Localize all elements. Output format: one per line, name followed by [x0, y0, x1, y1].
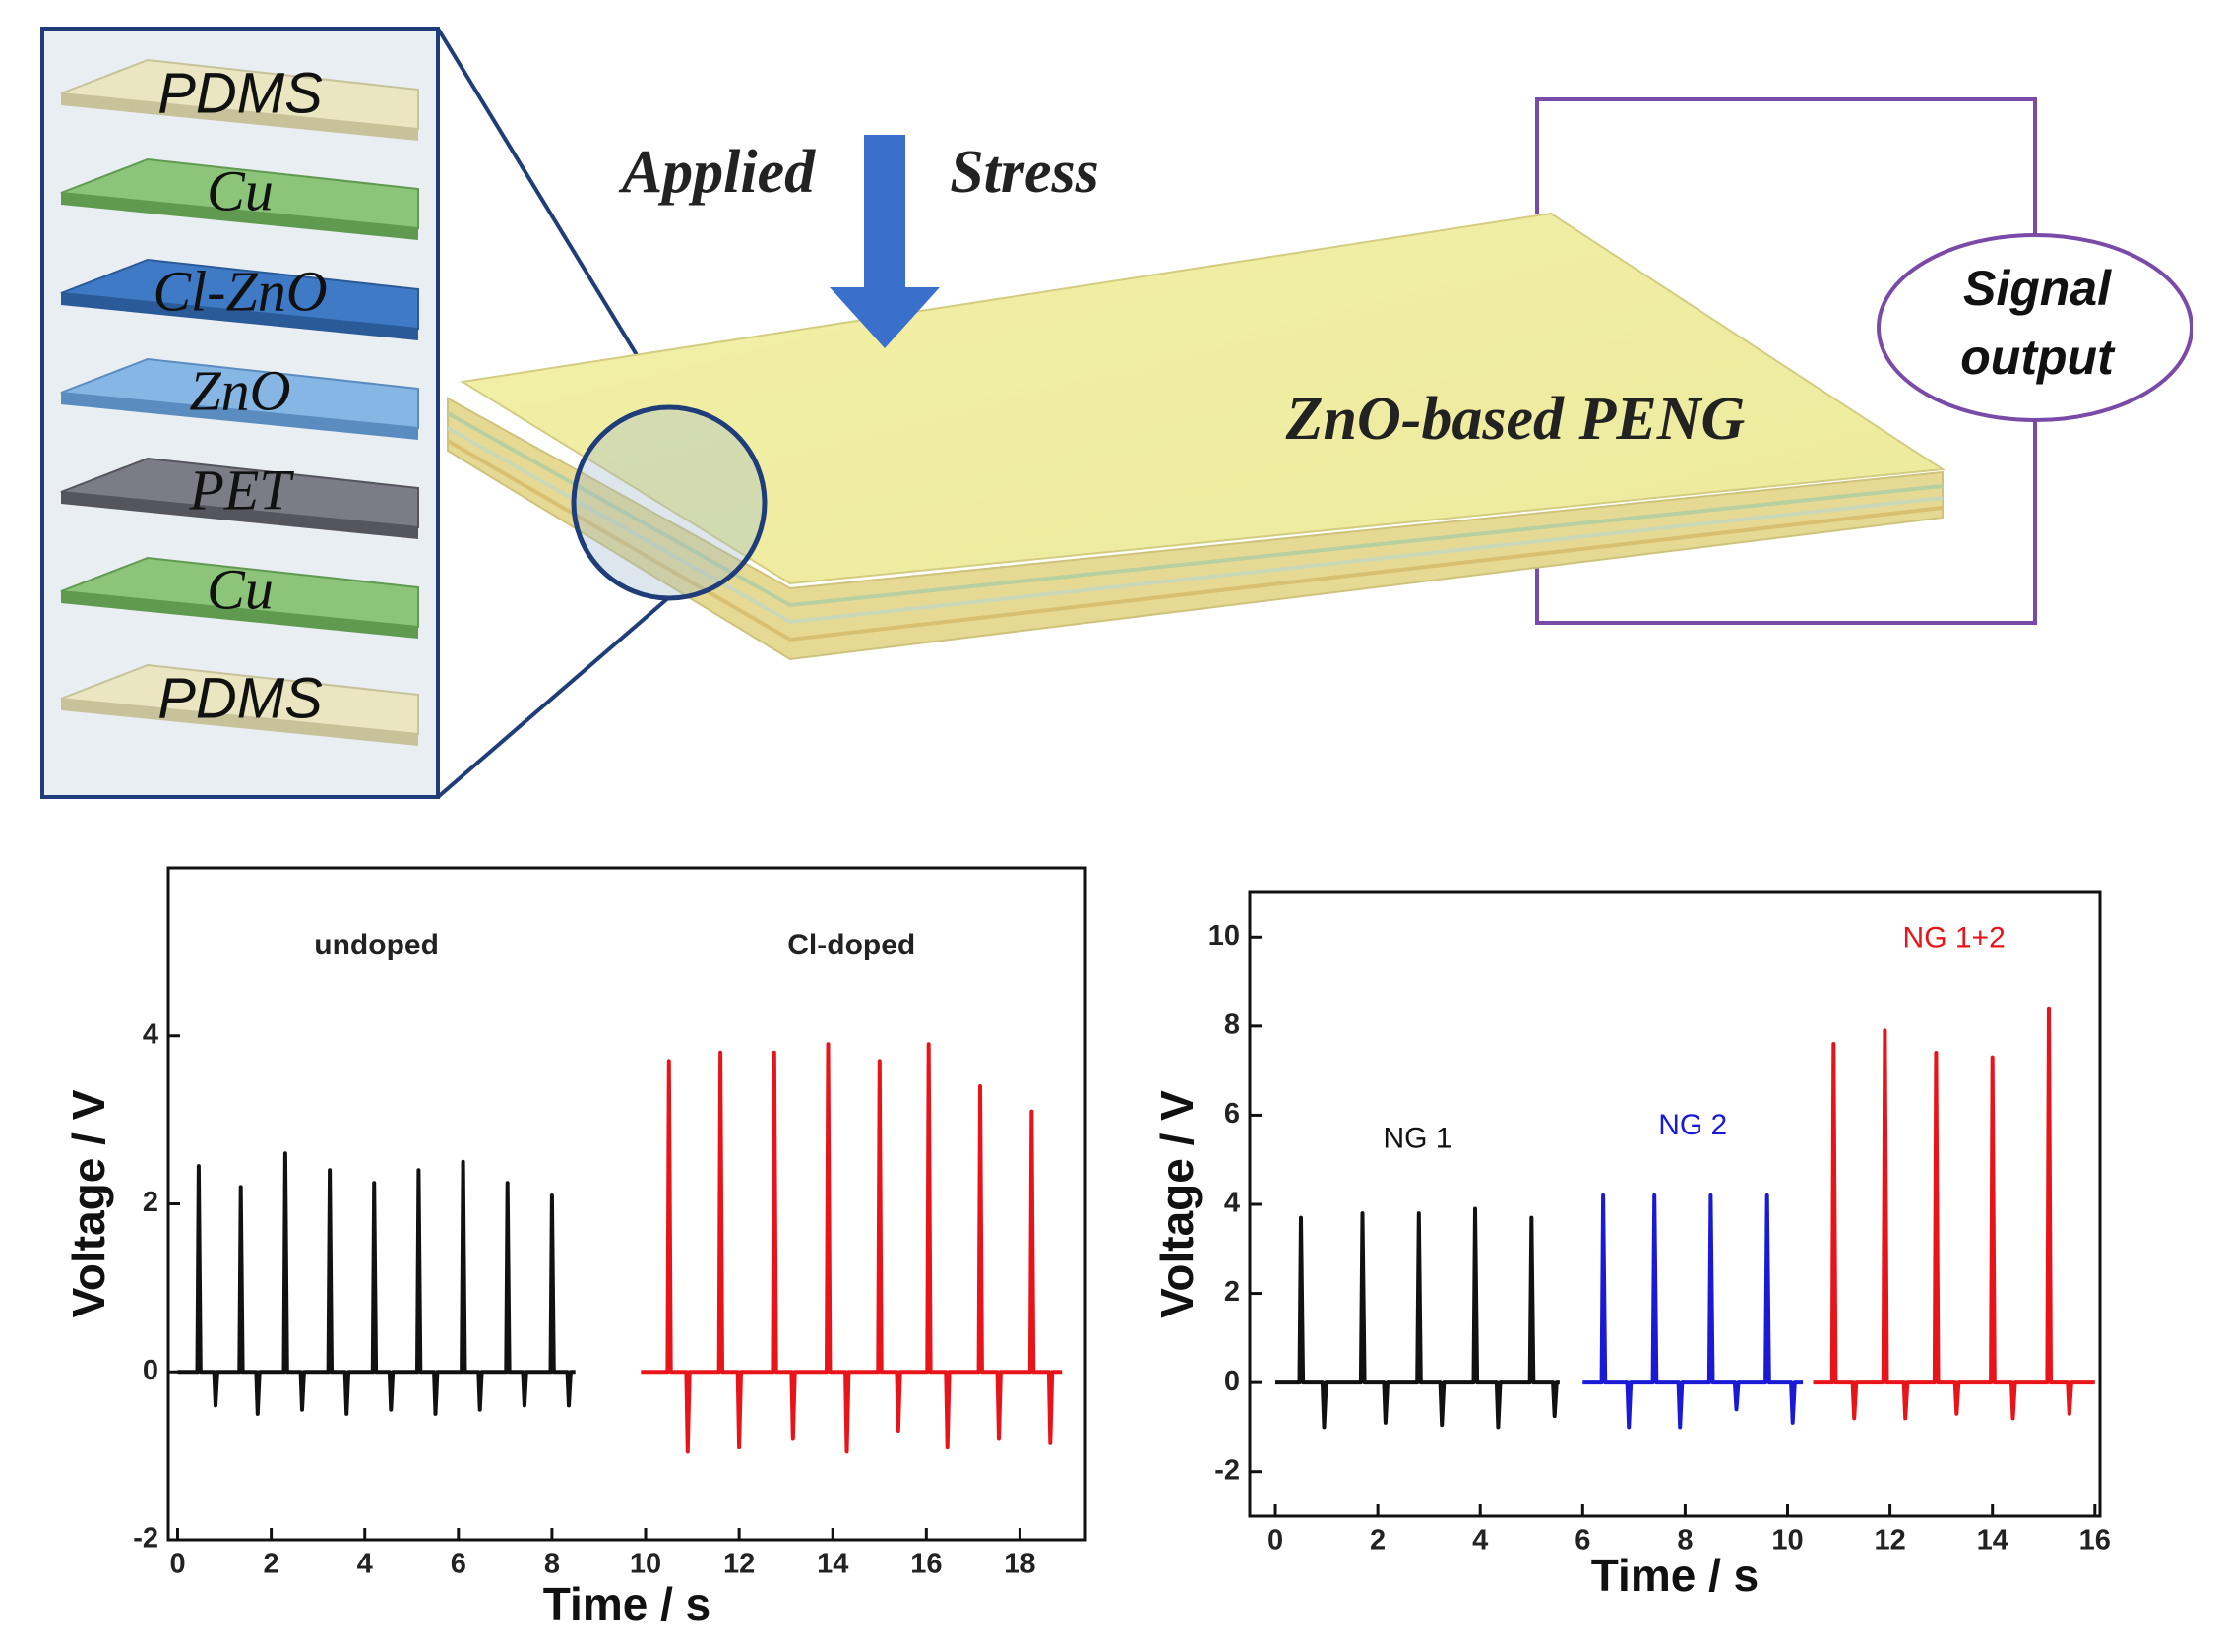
series-line: [177, 1151, 576, 1416]
x-tick-label: 8: [1677, 1525, 1693, 1557]
x-tick-label: 18: [1004, 1549, 1035, 1580]
x-tick-label: 2: [1370, 1525, 1386, 1557]
series-label: NG 2: [1658, 1109, 1727, 1141]
series-line: [1582, 1193, 1804, 1430]
series-label: Cl-doped: [787, 929, 915, 961]
series-line: [1275, 1206, 1560, 1430]
series-label: NG 1: [1383, 1122, 1452, 1154]
x-tick-label: 16: [2079, 1525, 2111, 1557]
x-tick-label: 14: [1977, 1525, 2008, 1557]
plot-frame: [1248, 890, 2102, 1518]
stress-arrow: [830, 135, 940, 348]
x-tick-label: 6: [451, 1549, 466, 1580]
layer-label: Cl-ZnO: [153, 259, 327, 323]
signal-output: [1877, 233, 2193, 422]
x-tick-label: 10: [630, 1549, 661, 1580]
charts: -2 0 2 4 0 2 4 6 8 10 12 14 16 18 Time / s Voltage / V u…: [63, 866, 2111, 1629]
x-tick-label: 6: [1575, 1525, 1590, 1557]
series-label: NG 1+2: [1903, 922, 2006, 954]
y-axis-title: Voltage / V: [1151, 1090, 1203, 1318]
layer-edge: [61, 293, 418, 340]
y-tick-label: 8: [1224, 1010, 1240, 1041]
layer-label: PDMS: [157, 666, 323, 730]
x-tick-label: 8: [544, 1549, 560, 1580]
x-tick-label: 2: [264, 1549, 279, 1580]
x-axis-title: Time / s: [543, 1578, 710, 1629]
series-label: undoped: [314, 929, 439, 961]
layer-edge: [61, 699, 418, 746]
layer-edge: [61, 591, 418, 639]
y-tick-label: -2: [133, 1523, 158, 1555]
layer-label: Cu: [207, 158, 274, 222]
series-line: [641, 1042, 1063, 1454]
layer-label: Cu: [207, 557, 274, 621]
plate-stripe: [447, 411, 1944, 608]
x-tick-label: 0: [169, 1549, 185, 1580]
layer: [60, 58, 419, 131]
layer-edge: [61, 492, 418, 539]
device-label: ZnO-based PENG: [1285, 386, 1746, 453]
x-tick-label: 0: [1267, 1525, 1283, 1557]
zoom-circle: [571, 404, 768, 601]
layer-edge: [61, 93, 418, 141]
y-tick-label: 4: [1224, 1188, 1240, 1219]
x-tick-label: 10: [1771, 1525, 1803, 1557]
y-tick-label: 0: [1224, 1366, 1240, 1397]
layer-edge: [61, 393, 418, 440]
plate-stripe: [446, 439, 1944, 642]
layer: [60, 663, 419, 736]
plate-side: [447, 397, 1944, 661]
x-tick-label: 12: [723, 1549, 755, 1580]
zoom-line: [436, 27, 671, 410]
y-tick-label: 2: [143, 1187, 158, 1218]
wire: [1535, 97, 2037, 235]
y-tick-label: -2: [1214, 1454, 1240, 1486]
layer: [60, 457, 419, 529]
plate-stripe: [447, 426, 1944, 625]
stress-label: Stress: [950, 139, 1099, 206]
layer: [60, 157, 419, 230]
y-tick-label: 2: [1224, 1276, 1240, 1308]
layer-stack: PDMS Cu Cl-ZnO ZnO PET Cu PDMS: [60, 58, 419, 746]
layer: [60, 258, 419, 331]
layer: [60, 556, 419, 629]
x-tick-label: 12: [1874, 1525, 1905, 1557]
output-label: output: [1960, 330, 2116, 385]
series-line: [1813, 1006, 2095, 1421]
layer-edge: [61, 193, 418, 240]
layer: [60, 357, 419, 430]
x-tick-label: 4: [357, 1549, 373, 1580]
y-tick-label: 10: [1208, 920, 1240, 951]
zoom-line: [436, 595, 671, 799]
x-tick-label: 4: [1472, 1525, 1488, 1557]
x-tick-label: 14: [817, 1549, 848, 1580]
x-axis-title: Time / s: [1591, 1550, 1759, 1601]
layer-label: ZnO: [189, 358, 290, 422]
plate-top: [460, 212, 1946, 585]
y-tick-label: 6: [1224, 1098, 1240, 1130]
wire: [1535, 420, 2037, 625]
y-axis-title: Voltage / V: [63, 1089, 114, 1317]
output-label: Signal: [1963, 261, 2112, 316]
x-tick-label: 16: [910, 1549, 942, 1580]
layer-label: PDMS: [157, 61, 323, 125]
stress-label: Applied: [618, 139, 816, 206]
y-tick-label: 4: [143, 1018, 158, 1050]
y-tick-label: 0: [143, 1355, 158, 1386]
layer-label: PET: [188, 458, 294, 521]
